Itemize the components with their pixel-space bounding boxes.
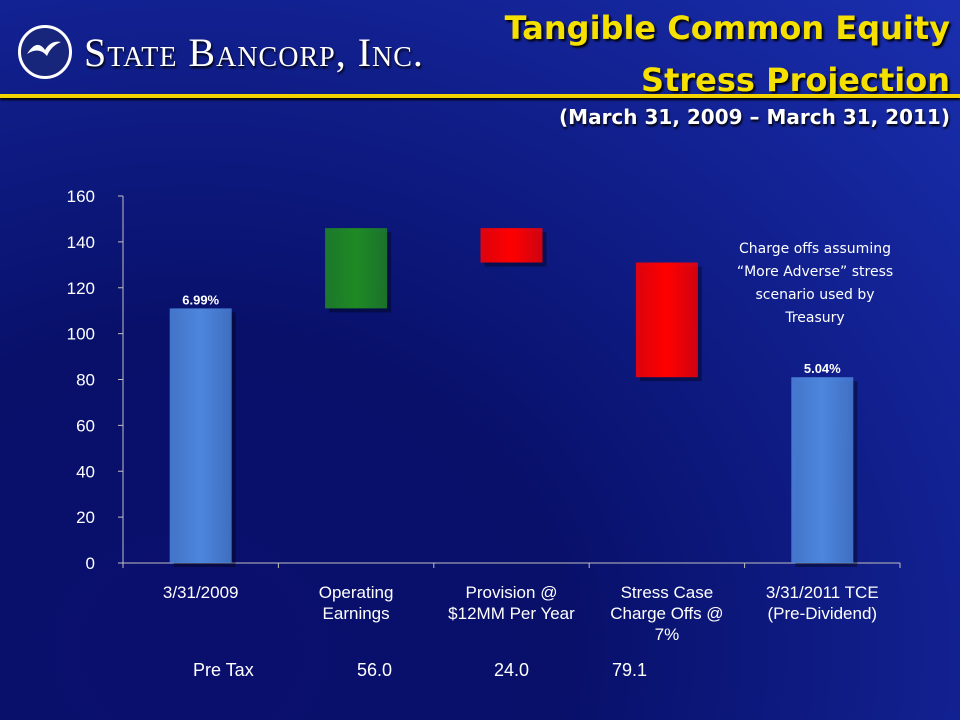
y-tick-label: 60 bbox=[76, 416, 95, 435]
x-tick-label: (Pre-Dividend) bbox=[768, 604, 878, 623]
annotation-line: Charge offs assuming bbox=[739, 241, 891, 257]
bar-decrease bbox=[480, 228, 543, 263]
x-tick-label: Operating bbox=[319, 583, 394, 602]
x-tick-label: Stress Case bbox=[621, 583, 714, 602]
pre-tax-value-provision: 24.0 bbox=[494, 660, 530, 680]
x-tick-label: Charge Offs @ bbox=[610, 604, 723, 623]
y-tick-label: 0 bbox=[86, 554, 95, 573]
chart-annotation: Charge offs assuming “More Adverse” stre… bbox=[715, 238, 915, 330]
annotation-line: Treasury bbox=[785, 310, 845, 326]
company-logo: State Bancorp, Inc. bbox=[18, 22, 424, 82]
bar-increase bbox=[325, 228, 388, 309]
pre-tax-label: Pre Tax bbox=[193, 660, 254, 680]
company-name: State Bancorp, Inc. bbox=[84, 29, 424, 75]
pre-tax-value-operating: 56.0 bbox=[357, 660, 393, 680]
bar-data-label: 5.04% bbox=[804, 361, 841, 376]
pre-tax-value-chargeoffs: 79.1 bbox=[612, 660, 648, 680]
bar-data-label: 6.99% bbox=[182, 292, 219, 307]
y-tick-label: 140 bbox=[67, 233, 95, 252]
title-line-2: Stress Projection bbox=[641, 61, 950, 99]
y-tick-label: 20 bbox=[76, 508, 95, 527]
x-tick-label: Provision @ bbox=[466, 583, 558, 602]
y-tick-label: 80 bbox=[76, 371, 95, 390]
page-title: Tangible Common Equity Stress Projection bbox=[505, 2, 950, 106]
title-divider bbox=[0, 94, 960, 98]
y-tick-label: 160 bbox=[67, 187, 95, 206]
y-tick-label: 40 bbox=[76, 462, 95, 481]
annotation-line: scenario used by bbox=[755, 287, 875, 303]
seagull-icon bbox=[18, 25, 72, 79]
y-tick-label: 120 bbox=[67, 279, 95, 298]
title-line-1: Tangible Common Equity bbox=[504, 9, 950, 47]
y-tick-label: 100 bbox=[67, 325, 95, 344]
bar-decrease bbox=[635, 262, 698, 378]
x-tick-label: Earnings bbox=[323, 604, 390, 623]
bar-total bbox=[791, 377, 854, 563]
date-range-subtitle: (March 31, 2009 – March 31, 2011) bbox=[559, 105, 950, 129]
x-tick-label: 3/31/2011 TCE bbox=[766, 583, 879, 602]
x-tick-label: $12MM Per Year bbox=[448, 604, 575, 623]
annotation-line: “More Adverse” stress bbox=[736, 264, 894, 280]
bar-total bbox=[169, 308, 232, 563]
x-tick-label: 7% bbox=[655, 625, 680, 644]
x-tick-label: 3/31/2009 bbox=[163, 583, 239, 602]
